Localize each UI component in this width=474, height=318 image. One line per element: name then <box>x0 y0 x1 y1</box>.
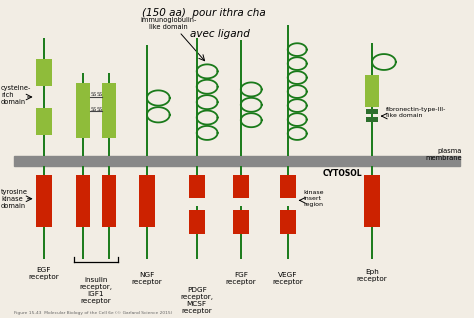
Bar <box>102 175 116 227</box>
Bar <box>233 202 249 206</box>
Bar <box>366 117 378 122</box>
Bar <box>280 202 296 206</box>
Text: plasma
membrane: plasma membrane <box>426 148 462 161</box>
Bar <box>14 156 460 166</box>
Bar <box>139 175 155 227</box>
Bar <box>280 175 296 205</box>
Text: SS: SS <box>91 92 97 97</box>
Text: SS: SS <box>96 107 102 112</box>
Bar <box>233 175 249 205</box>
Text: CYTOSOL: CYTOSOL <box>322 169 362 178</box>
Text: tyrosine
kinase
domain: tyrosine kinase domain <box>1 189 28 209</box>
Bar <box>36 175 52 227</box>
Text: PDGF
receptor,
MCSF
receptor: PDGF receptor, MCSF receptor <box>180 287 213 314</box>
Text: FGF
receptor: FGF receptor <box>226 272 256 285</box>
Text: (150 aa)  pour ithra cha: (150 aa) pour ithra cha <box>142 8 266 18</box>
Bar <box>36 59 52 86</box>
Text: insulin
receptor,
IGF1
receptor: insulin receptor, IGF1 receptor <box>80 277 112 304</box>
Bar <box>189 202 205 206</box>
Text: SS: SS <box>91 107 97 112</box>
Text: EGF
receptor: EGF receptor <box>28 267 59 280</box>
Bar <box>102 83 116 138</box>
Bar <box>365 75 379 107</box>
Text: Figure 15-43  Molecular Biology of the Cell 6e (© Garland Science 2015): Figure 15-43 Molecular Biology of the Ce… <box>14 311 173 315</box>
Bar <box>36 108 52 135</box>
Bar <box>189 175 205 205</box>
Text: VEGF
receptor: VEGF receptor <box>273 272 303 285</box>
Bar <box>233 198 249 202</box>
Text: immunoglobulin-
like domain: immunoglobulin- like domain <box>140 17 196 30</box>
Text: SS: SS <box>96 92 102 97</box>
Bar <box>280 210 296 234</box>
Bar <box>364 175 380 227</box>
Bar <box>189 198 205 202</box>
Text: Eph
receptor: Eph receptor <box>357 269 387 282</box>
Bar <box>366 109 378 114</box>
Bar <box>189 210 205 234</box>
Bar <box>233 210 249 234</box>
Bar <box>76 83 90 138</box>
Text: cysteine-
rich
domain: cysteine- rich domain <box>1 86 31 105</box>
Bar <box>76 175 90 227</box>
Text: avec ligand: avec ligand <box>190 29 249 38</box>
Text: fibronectin-type-III-
like domain: fibronectin-type-III- like domain <box>386 107 447 118</box>
Text: NGF
receptor: NGF receptor <box>132 272 162 285</box>
Text: kinase
insert
region: kinase insert region <box>303 190 324 207</box>
Bar <box>280 198 296 202</box>
